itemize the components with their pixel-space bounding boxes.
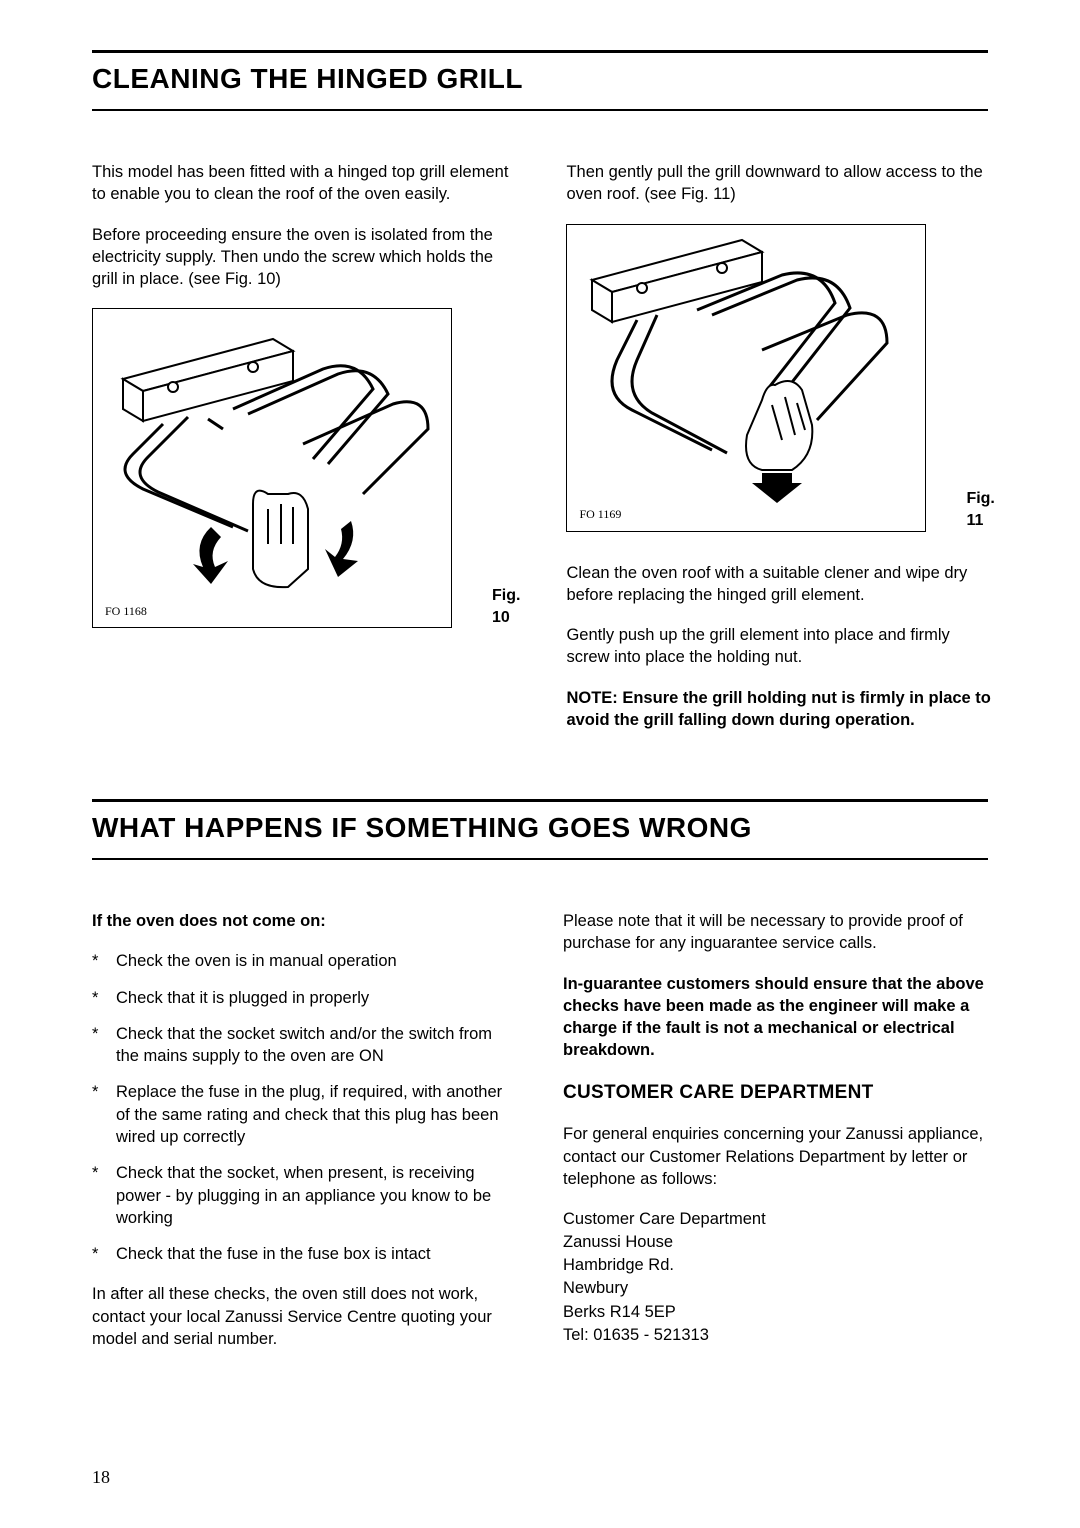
section2-left-col: If the oven does not come on: *Check the… (92, 910, 517, 1368)
figure-11: FO 1169 (566, 224, 926, 532)
s2-left-after: In after all these checks, the oven stil… (92, 1283, 517, 1350)
s2-right-bold1: In-guarantee customers should ensure tha… (563, 973, 988, 1062)
list-text: Check that the socket switch and/or the … (116, 1023, 517, 1068)
section2-right-col: Please note that it will be necessary to… (563, 910, 988, 1368)
fig10-code: FO 1168 (105, 603, 147, 619)
section2-rule-bottom (92, 858, 988, 860)
figure-10: FO 1168 (92, 308, 452, 628)
figure10-row: FO 1168 Fig. 10 (92, 308, 520, 636)
s1-right-p2: Clean the oven roof with a suitable clen… (566, 562, 994, 607)
s1-right-p3: Gently push up the grill element into pl… (566, 624, 994, 669)
addr-line: Berks R14 5EP (563, 1301, 988, 1324)
figure11-row: FO 1169 Fig. 11 (566, 224, 994, 540)
address-block: Customer Care Department Zanussi House H… (563, 1208, 988, 1347)
s2-left-heading: If the oven does not come on: (92, 910, 517, 932)
list-item: *Check that the socket, when present, is… (92, 1162, 517, 1229)
s1-right-p1: Then gently pull the grill downward to a… (566, 161, 994, 206)
list-text: Check the oven is in manual operation (116, 950, 397, 972)
section-rule-bottom (92, 109, 988, 111)
section1-left-col: This model has been fitted with a hinged… (92, 161, 520, 749)
grill-diagram-11 (567, 225, 927, 533)
list-text: Replace the fuse in the plug, if require… (116, 1081, 517, 1148)
list-item: *Check that it is plugged in properly (92, 987, 517, 1009)
list-text: Check that the fuse in the fuse box is i… (116, 1243, 431, 1265)
section1-columns: This model has been fitted with a hinged… (92, 161, 988, 749)
s1-right-note: NOTE: Ensure the grill holding nut is fi… (566, 687, 994, 732)
s1-left-p1: This model has been fitted with a hinged… (92, 161, 520, 206)
section2: WHAT HAPPENS IF SOMETHING GOES WRONG If … (92, 799, 988, 1368)
addr-line: Newbury (563, 1277, 988, 1300)
grill-diagram-10 (93, 309, 453, 629)
section-rule-top (92, 50, 988, 53)
fig11-label: Fig. 11 (966, 488, 994, 539)
addr-line: Tel: 01635 - 521313 (563, 1324, 988, 1347)
fig10-label: Fig. 10 (492, 585, 520, 636)
fig11-code: FO 1169 (579, 506, 621, 522)
s1-left-p2: Before proceeding ensure the oven is iso… (92, 224, 520, 291)
s2-right-p1: Please note that it will be necessary to… (563, 910, 988, 955)
list-text: Check that the socket, when present, is … (116, 1162, 517, 1229)
section1-title: CLEANING THE HINGED GRILL (92, 63, 988, 95)
list-item: *Check that the fuse in the fuse box is … (92, 1243, 517, 1265)
s2-right-p2: For general enquiries concerning your Za… (563, 1123, 988, 1190)
section2-rule-top (92, 799, 988, 802)
page-number: 18 (92, 1467, 110, 1488)
s2-right-sub: CUSTOMER CARE DEPARTMENT (563, 1080, 988, 1106)
list-item: *Replace the fuse in the plug, if requir… (92, 1081, 517, 1148)
addr-line: Customer Care Department (563, 1208, 988, 1231)
section2-title: WHAT HAPPENS IF SOMETHING GOES WRONG (92, 812, 988, 844)
addr-line: Hambridge Rd. (563, 1254, 988, 1277)
list-item: *Check the oven is in manual operation (92, 950, 517, 972)
list-text: Check that it is plugged in properly (116, 987, 369, 1009)
section2-columns: If the oven does not come on: *Check the… (92, 910, 988, 1368)
section1-right-col: Then gently pull the grill downward to a… (566, 161, 994, 749)
addr-line: Zanussi House (563, 1231, 988, 1254)
s2-left-list: *Check the oven is in manual operation *… (92, 950, 517, 1265)
list-item: *Check that the socket switch and/or the… (92, 1023, 517, 1068)
